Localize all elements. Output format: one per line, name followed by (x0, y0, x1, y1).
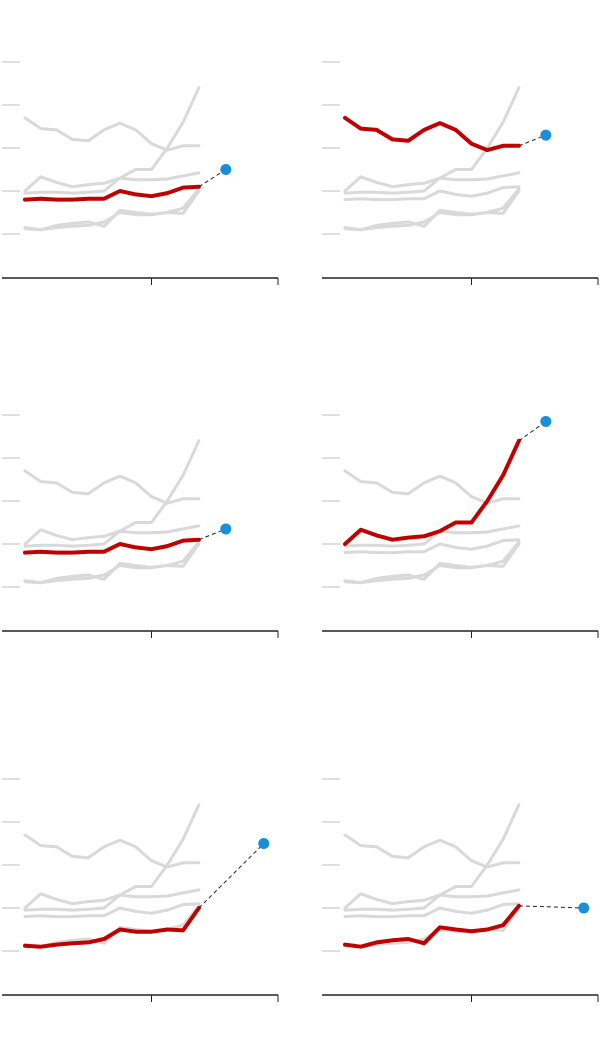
context-series-line (23, 439, 201, 546)
highlight-series-line (23, 906, 201, 949)
chart-panel-6 (322, 778, 599, 1002)
projection-connector (198, 843, 265, 909)
highlight-series-line (23, 184, 201, 202)
context-series-line (23, 86, 201, 193)
context-series-line (343, 902, 521, 919)
chart-panel-2 (322, 61, 599, 285)
context-series-line (23, 902, 201, 919)
chart-panel-5 (2, 778, 279, 1002)
projection-connector (198, 169, 227, 188)
chart-panel-1 (2, 61, 279, 285)
context-series-line (343, 833, 521, 869)
highlight-series-line (343, 438, 521, 546)
chart-panel-3 (2, 414, 279, 638)
context-series-line (23, 469, 201, 505)
projection-point (220, 523, 232, 535)
context-series-line (343, 86, 521, 193)
context-series-line (343, 524, 521, 548)
projection-connector (518, 905, 584, 909)
context-series-line (343, 542, 521, 585)
context-series-line (23, 833, 201, 869)
context-series-line (343, 888, 521, 912)
context-series-line (23, 171, 201, 195)
context-series-line (23, 803, 201, 910)
context-series-line (343, 171, 521, 195)
context-series-line (343, 538, 521, 555)
projection-point (578, 902, 590, 914)
highlight-series-line (23, 537, 201, 555)
chart-panel-4 (322, 414, 599, 638)
context-series-line (343, 185, 521, 202)
context-series-line (343, 469, 521, 505)
projection-point (540, 415, 552, 427)
highlight-series-line (343, 115, 521, 153)
context-series-line (343, 803, 521, 910)
context-series-line (23, 888, 201, 912)
context-series-line (23, 542, 201, 585)
context-series-line (343, 189, 521, 232)
context-series-line (23, 189, 201, 232)
context-series-line (23, 524, 201, 548)
projection-connector (518, 421, 547, 442)
highlight-series-line (343, 903, 521, 949)
projection-point (258, 838, 270, 849)
projection-point (540, 129, 552, 141)
projection-point (220, 164, 232, 175)
context-series-line (23, 116, 201, 152)
